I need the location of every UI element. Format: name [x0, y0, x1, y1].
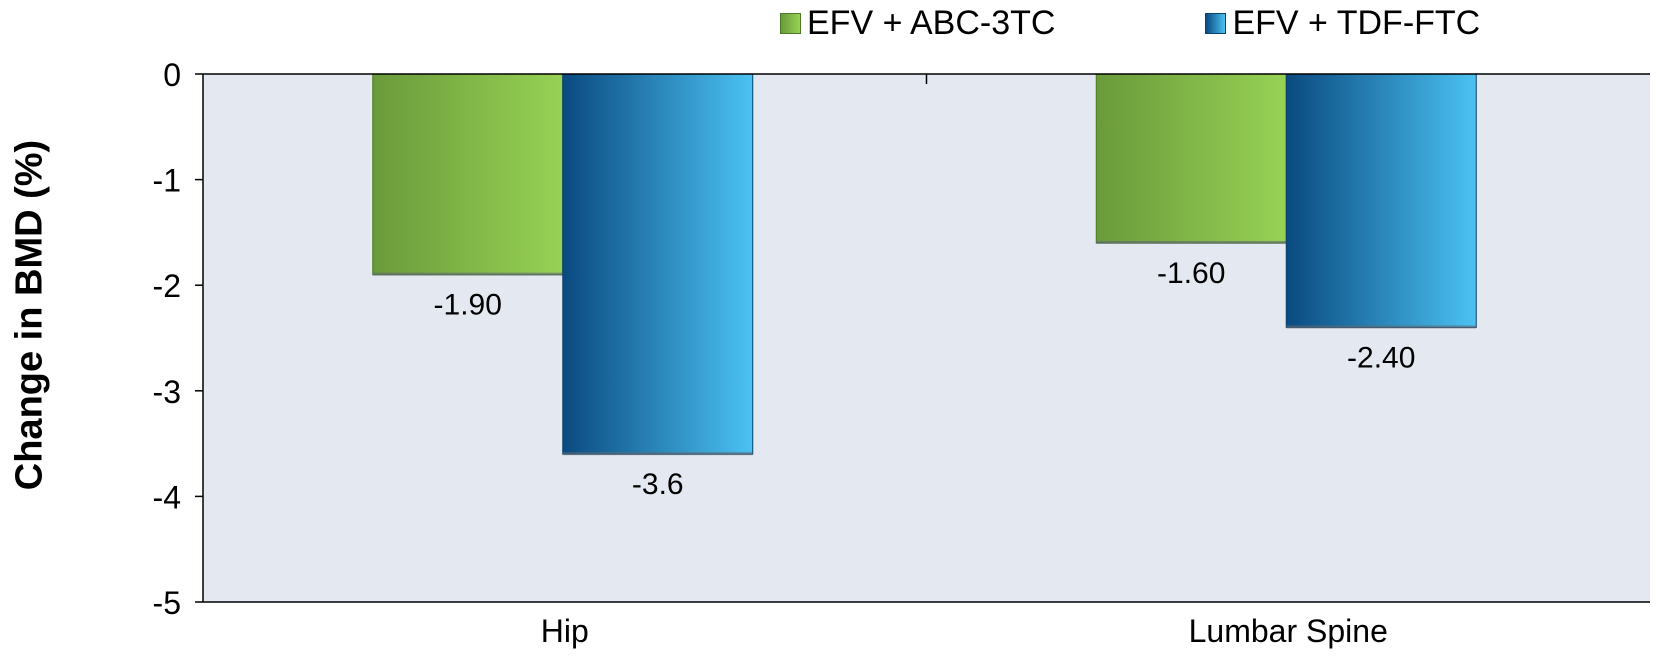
y-tick-label: -3 [153, 374, 181, 410]
y-tick-label: -4 [153, 479, 181, 515]
legend-label-tdf: EFV + TDF-FTC [1232, 4, 1481, 42]
legend-swatch-abc [780, 13, 801, 34]
y-tick-label: -5 [153, 585, 181, 621]
bar-shadow-edge [372, 272, 563, 276]
bar-abc-lumbar-spine [1095, 73, 1287, 244]
legend-swatch-tdf [1205, 13, 1227, 34]
x-tick-label: Hip [541, 613, 589, 649]
data-label: -1.90 [434, 289, 502, 322]
legend-item-tdf: EFV + TDF-FTC [1205, 4, 1480, 43]
legend: EFV + ABC-3TC EFV + TDF-FTC [780, 4, 1480, 43]
data-label: -1.60 [1157, 257, 1225, 290]
y-tick-label: -1 [153, 163, 181, 199]
y-tick-label: 0 [163, 57, 181, 93]
bar-shadow-edge [1286, 325, 1477, 329]
bar-abc-hip [372, 73, 564, 276]
data-label: -3.6 [632, 468, 684, 501]
bar-tdf-hip [562, 73, 754, 455]
data-label: -2.40 [1347, 341, 1415, 374]
x-tick-label: Lumbar Spine [1189, 613, 1388, 649]
bar-shadow-edge [1096, 240, 1287, 244]
bar-tdf-lumbar-spine [1285, 73, 1477, 328]
legend-label-abc: EFV + ABC-3TC [807, 4, 1056, 42]
legend-item-abc: EFV + ABC-3TC [780, 4, 1055, 43]
y-tick-label: -2 [153, 268, 181, 304]
bar-shadow-edge [562, 452, 753, 456]
